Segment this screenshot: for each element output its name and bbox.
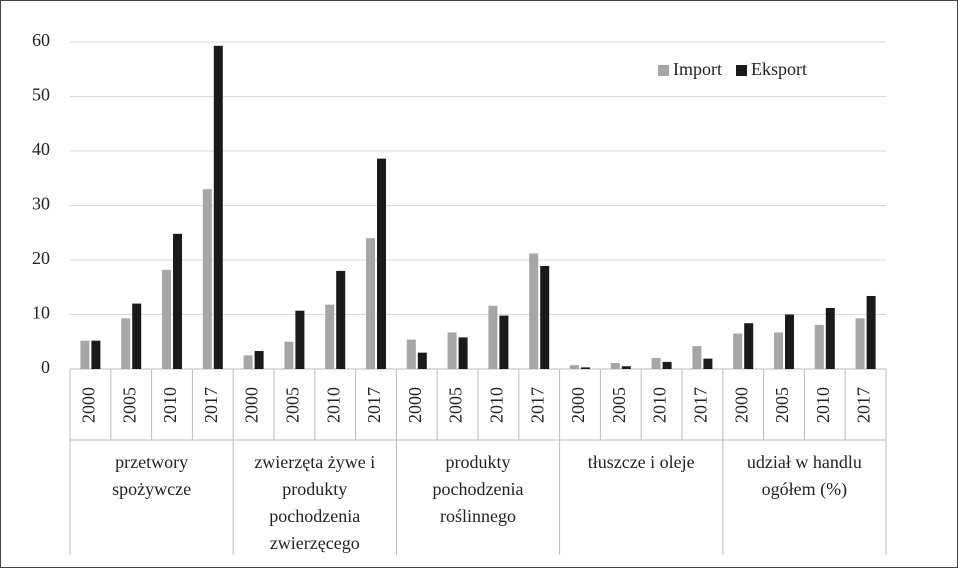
bar <box>458 337 468 369</box>
legend-label: Eksport <box>751 59 807 79</box>
bar <box>162 269 171 369</box>
x-tick-label: 2017 <box>201 387 221 423</box>
bar <box>581 367 590 369</box>
x-tick-label: 2005 <box>119 387 139 423</box>
bar <box>703 358 713 369</box>
x-tick-label: 2005 <box>446 387 466 423</box>
bar <box>733 333 743 369</box>
bar <box>243 355 253 369</box>
x-tick-label: 2017 <box>364 387 384 423</box>
legend-swatch <box>736 65 747 76</box>
bar <box>651 358 661 369</box>
x-tick-label: 2000 <box>731 387 751 423</box>
x-tick-label: 2010 <box>160 387 180 423</box>
bar <box>692 346 702 369</box>
group-label: tłuszcze i oleje <box>587 452 695 472</box>
x-tick-label: 2005 <box>772 387 792 423</box>
x-tick-label: 2017 <box>854 387 874 423</box>
x-tick-label: 2010 <box>323 387 343 423</box>
x-tick-label: 2000 <box>568 387 588 423</box>
bar <box>377 158 386 369</box>
x-tick-label: 2010 <box>813 387 833 423</box>
bar <box>785 314 794 369</box>
bar <box>366 238 375 369</box>
group-label: produkty pochodzenia roślinnego <box>432 452 524 526</box>
x-tick-label: 2017 <box>527 387 547 423</box>
bar <box>855 318 865 369</box>
legend-label: Import <box>673 59 722 79</box>
y-tick-label: 20 <box>32 248 50 268</box>
y-tick-label: 30 <box>32 194 50 214</box>
x-tick-label: 2010 <box>487 387 507 423</box>
bar <box>621 366 631 369</box>
bar <box>570 365 579 369</box>
bar <box>499 315 509 369</box>
x-tick-label: 2000 <box>405 387 425 423</box>
bar <box>488 305 498 369</box>
y-tick-label: 60 <box>32 30 50 50</box>
bar <box>417 352 427 369</box>
group-label: zwierzęta żywe i produkty pochodzenia zw… <box>254 452 376 553</box>
bar <box>662 361 672 369</box>
y-tick-label: 10 <box>32 303 50 323</box>
bar <box>173 233 182 369</box>
y-tick-label: 50 <box>32 85 50 105</box>
bar <box>132 303 142 369</box>
x-tick-label: 2000 <box>242 387 262 423</box>
bar <box>80 340 90 369</box>
legend-swatch <box>658 65 669 76</box>
bar <box>447 332 457 369</box>
x-tick-label: 2017 <box>691 387 711 423</box>
bar <box>284 341 294 369</box>
bar <box>325 304 335 369</box>
bar <box>295 310 305 369</box>
bar <box>529 253 539 369</box>
y-tick-label: 0 <box>41 357 50 377</box>
bar <box>213 45 223 369</box>
x-tick-label: 2005 <box>609 387 629 423</box>
x-tick-label: 2010 <box>650 387 670 423</box>
bar <box>866 295 876 369</box>
x-tick-label: 2000 <box>79 387 99 423</box>
bar <box>825 307 835 369</box>
bar <box>121 318 131 369</box>
bar <box>254 351 264 369</box>
bar <box>406 339 416 369</box>
bar <box>540 265 550 369</box>
bar <box>774 332 783 369</box>
bar <box>744 323 754 369</box>
bar <box>336 270 346 369</box>
x-tick-label: 2005 <box>283 387 303 423</box>
bar <box>202 189 212 369</box>
y-tick-label: 40 <box>32 139 50 159</box>
bar <box>814 324 824 369</box>
group-label: przetwory spożywcze <box>112 452 192 499</box>
group-label: udział w handlu ogółem (%) <box>746 452 862 499</box>
bar <box>91 340 101 369</box>
bar <box>610 363 620 369</box>
